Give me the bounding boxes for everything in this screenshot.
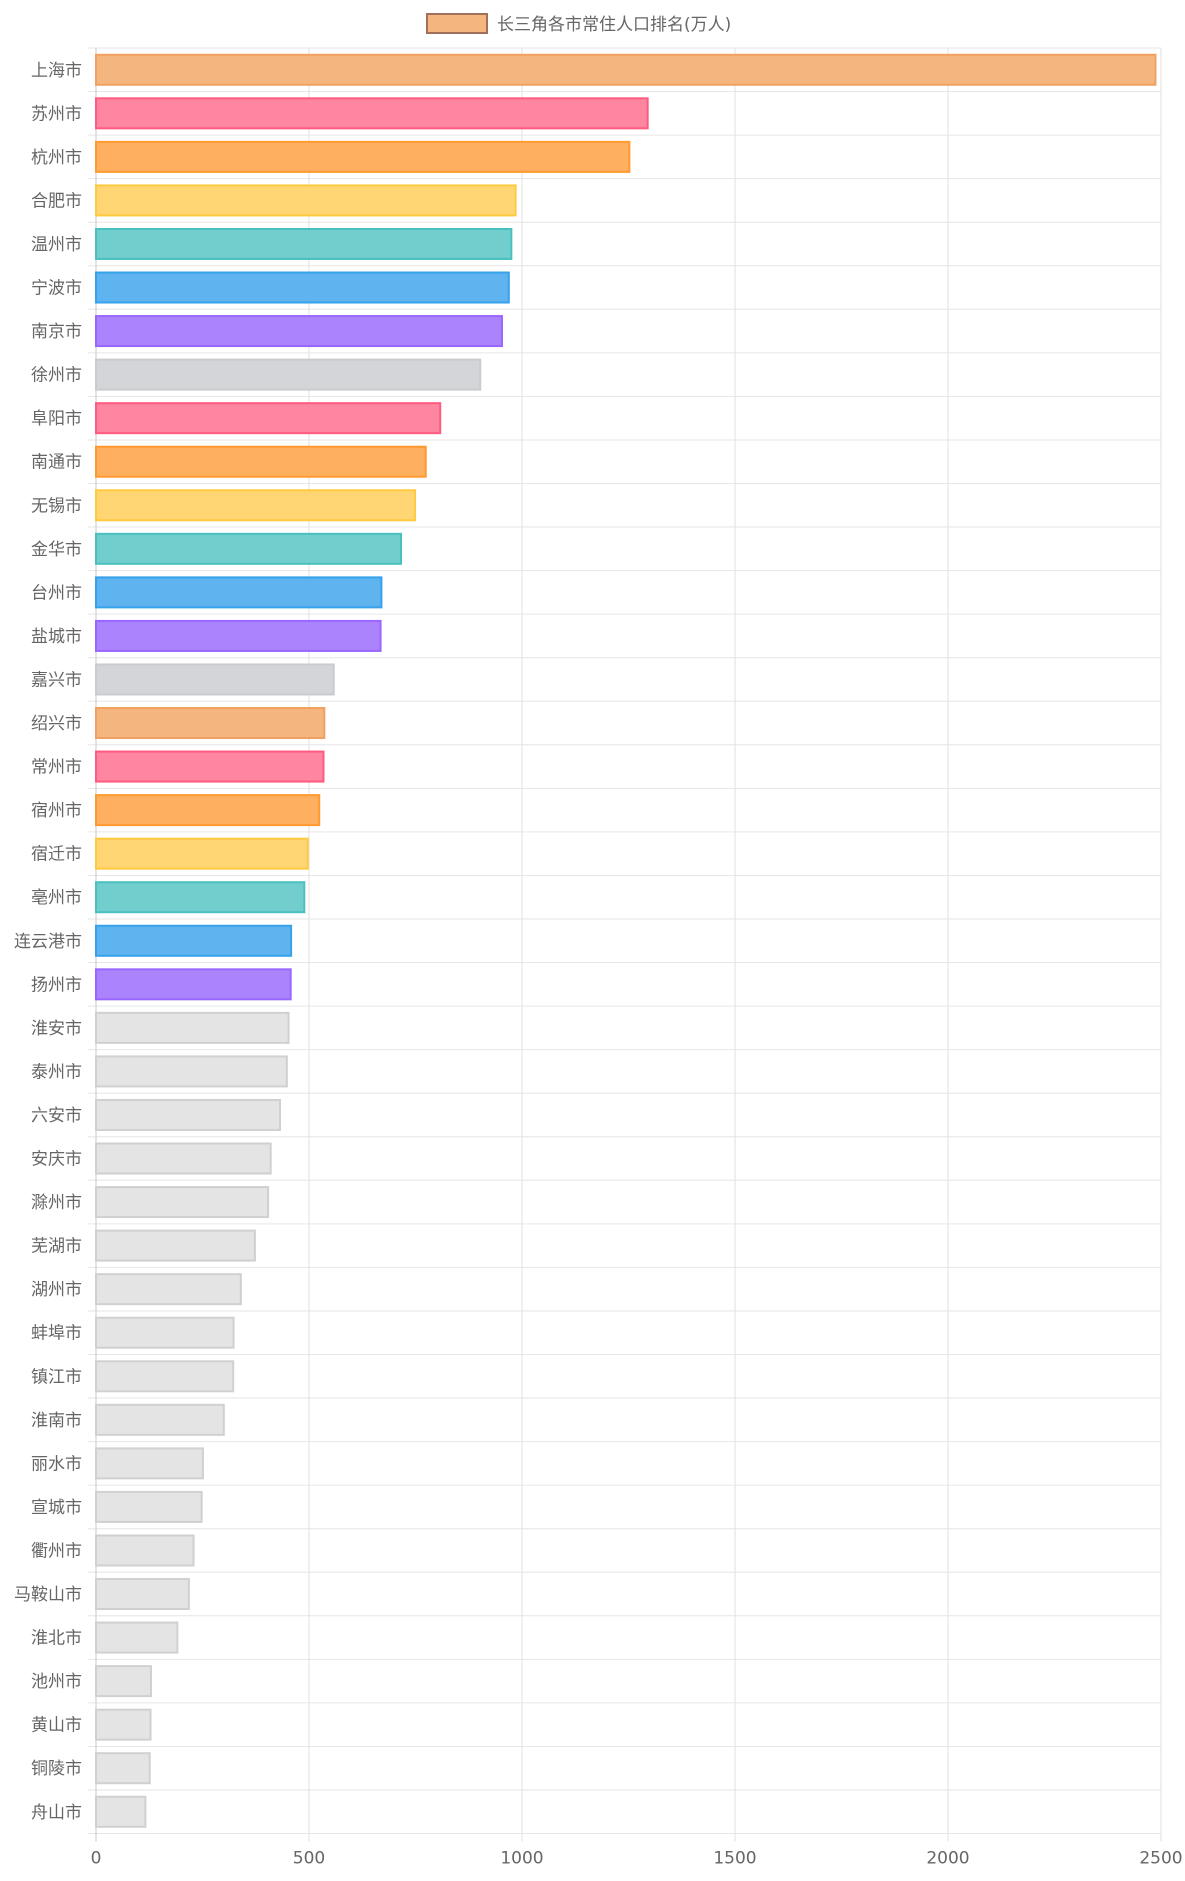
bar-15[interactable] [95,663,335,696]
category-label: 徐州市 [31,366,82,386]
bar-22[interactable] [95,968,292,1001]
category-label: 淮安市 [31,1019,82,1039]
bar-6[interactable] [95,271,510,304]
bar-17[interactable] [95,750,325,783]
x-tick-label: 1000 [500,1849,543,1869]
bar-38[interactable] [95,1665,152,1698]
category-label: 泰州市 [31,1062,82,1082]
value-axis: 0 500 1000 1500 2000 2500 [91,1849,1183,1869]
category-label: 苏州市 [31,104,82,124]
category-label: 绍兴市 [31,714,82,734]
category-label: 池州市 [31,1672,82,1692]
x-tick-label: 2000 [926,1849,969,1869]
category-label: 金华市 [31,540,82,560]
bar-36[interactable] [95,1578,190,1611]
category-label: 宿州市 [31,801,82,821]
category-label: 六安市 [31,1106,82,1126]
bar-28[interactable] [95,1229,256,1262]
bar-3[interactable] [95,140,631,173]
category-label: 连云港市 [14,932,82,952]
category-label: 宿迁市 [31,845,82,865]
bar-4[interactable] [95,184,517,217]
category-label: 黄山市 [31,1716,82,1736]
category-label: 湖州市 [31,1280,82,1300]
bar-2[interactable] [95,97,649,130]
bar-39[interactable] [95,1708,152,1741]
bar-29[interactable] [95,1273,242,1306]
category-label: 合肥市 [31,191,82,211]
bar-9[interactable] [95,402,442,435]
bar-8[interactable] [95,358,482,391]
bar-37[interactable] [95,1621,179,1654]
bar-24[interactable] [95,1055,288,1088]
bar-33[interactable] [95,1447,204,1480]
bar-26[interactable] [95,1142,272,1175]
grid-layer [88,47,1162,1842]
bar-19[interactable] [95,837,309,870]
category-label: 安庆市 [31,1150,82,1170]
bar-35[interactable] [95,1534,195,1567]
bar-40[interactable] [95,1752,151,1785]
bar-32[interactable] [95,1403,225,1436]
category-label: 台州市 [31,583,82,603]
category-label: 上海市 [31,61,82,81]
bar-25[interactable] [95,1098,282,1131]
bar-12[interactable] [95,532,403,565]
category-label: 南京市 [31,322,82,342]
category-label: 淮北市 [31,1629,82,1649]
x-tick-label: 2500 [1139,1849,1182,1869]
category-label: 扬州市 [31,975,82,995]
bar-18[interactable] [95,794,321,827]
category-label: 镇江市 [31,1367,82,1387]
category-label: 杭州市 [31,148,82,168]
x-tick-label: 500 [293,1849,325,1869]
bar-31[interactable] [95,1360,235,1393]
category-label: 宁波市 [31,279,82,299]
bar-7[interactable] [95,315,503,348]
category-label: 蚌埠市 [31,1324,82,1344]
bar-10[interactable] [95,445,427,478]
category-label: 南通市 [31,453,82,473]
category-label: 温州市 [31,235,82,255]
bar-34[interactable] [95,1490,203,1523]
legend-swatch [426,13,488,34]
category-label: 铜陵市 [31,1759,82,1779]
category-label: 无锡市 [31,496,82,516]
bar-30[interactable] [95,1316,235,1349]
category-label: 宣城市 [31,1498,82,1518]
category-label: 滁州市 [31,1193,82,1213]
bar-1[interactable] [95,53,1157,86]
category-label: 阜阳市 [31,409,82,429]
category-label: 淮南市 [31,1411,82,1431]
category-label: 芜湖市 [31,1237,82,1257]
bar-41[interactable] [95,1795,147,1828]
bar-13[interactable] [95,576,383,609]
bar-20[interactable] [95,881,306,914]
category-label: 丽水市 [31,1454,82,1474]
category-label: 衢州市 [31,1540,82,1561]
bar-5[interactable] [95,227,513,260]
category-label: 嘉兴市 [31,670,82,690]
bar-21[interactable] [95,924,293,957]
chart-legend[interactable]: 长三角各市常住人口排名(万人) [426,13,731,35]
bar-14[interactable] [95,619,382,652]
legend-label: 长三角各市常住人口排名(万人) [497,15,731,35]
bar-23[interactable] [95,1011,290,1044]
bar-16[interactable] [95,707,326,740]
bar-27[interactable] [95,1186,270,1219]
category-label: 马鞍山市 [14,1585,82,1605]
category-label: 盐城市 [31,627,82,647]
x-tick-label: 0 [91,1849,102,1869]
category-axis: 上海市苏州市杭州市合肥市温州市宁波市南京市徐州市阜阳市南通市无锡市金华市台州市盐… [14,61,82,1823]
category-label: 亳州市 [31,888,82,908]
category-label: 舟山市 [31,1803,82,1823]
bar-11[interactable] [95,489,417,522]
x-tick-label: 1500 [713,1849,756,1869]
category-label: 常州市 [31,758,82,778]
bar-layer [95,53,1157,1828]
